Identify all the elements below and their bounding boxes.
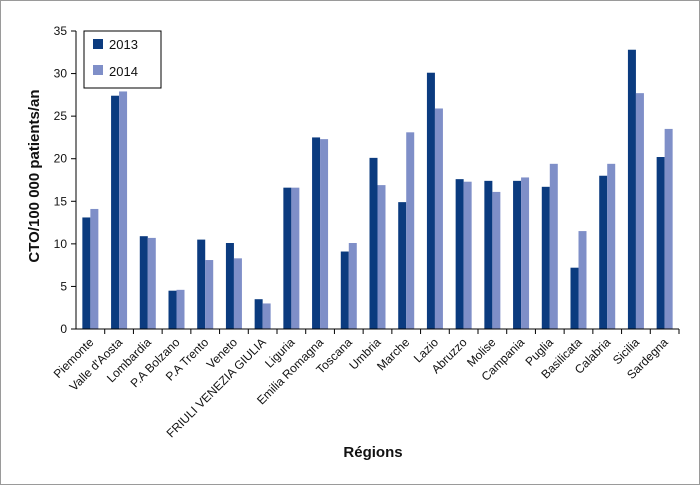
y-tick-label: 15 bbox=[54, 194, 68, 208]
bar-2014-9 bbox=[348, 243, 357, 329]
legend-label-2014: 2014 bbox=[109, 64, 138, 79]
bar-2013-7 bbox=[283, 187, 292, 329]
bar-2013-10 bbox=[369, 157, 378, 329]
bar-2013-0 bbox=[82, 217, 91, 329]
bar-2014-14 bbox=[492, 191, 501, 329]
y-tick-label: 35 bbox=[54, 24, 68, 38]
bar-2014-18 bbox=[607, 163, 616, 329]
y-tick-label: 5 bbox=[60, 279, 67, 293]
bars bbox=[82, 49, 673, 329]
y-tick-label: 0 bbox=[60, 322, 67, 336]
legend: 2013 2014 bbox=[83, 30, 162, 89]
legend-label-2013: 2013 bbox=[109, 37, 138, 52]
y-axis-title: CTO/100 000 patients/an bbox=[26, 89, 43, 262]
bar-2014-7 bbox=[291, 187, 300, 329]
x-axis-title: Régions bbox=[343, 444, 402, 461]
y-tick-label: 30 bbox=[54, 67, 68, 81]
y-tick-label: 10 bbox=[54, 237, 68, 251]
y-tick-label: 20 bbox=[54, 152, 68, 166]
bar-2014-16 bbox=[549, 163, 558, 329]
bar-2013-8 bbox=[312, 137, 321, 329]
bar-2013-5 bbox=[225, 243, 234, 329]
bar-2013-17 bbox=[570, 267, 579, 329]
y-tick-label: 25 bbox=[54, 109, 68, 123]
bar-2014-11 bbox=[406, 132, 415, 329]
bar-2013-3 bbox=[168, 290, 177, 329]
bar-2013-15 bbox=[513, 180, 522, 329]
bar-2014-13 bbox=[463, 181, 472, 329]
bar-2014-12 bbox=[434, 108, 443, 329]
bar-2013-18 bbox=[599, 175, 608, 329]
bar-2014-2 bbox=[147, 237, 156, 329]
bar-2014-0 bbox=[90, 208, 99, 329]
bar-2013-9 bbox=[340, 251, 349, 329]
bar-2013-14 bbox=[484, 180, 493, 329]
bar-2013-16 bbox=[541, 186, 550, 329]
bar-2013-6 bbox=[254, 299, 263, 329]
bar-2013-11 bbox=[398, 202, 407, 329]
bar-2014-3 bbox=[176, 289, 185, 329]
bar-2013-13 bbox=[455, 179, 464, 329]
x-tick-label: Marche bbox=[374, 335, 412, 373]
bar-2014-4 bbox=[205, 260, 214, 329]
bar-2014-10 bbox=[377, 185, 386, 329]
bar-2014-20 bbox=[664, 128, 673, 329]
legend-swatch-2014 bbox=[93, 65, 103, 75]
bar-2013-19 bbox=[627, 49, 636, 329]
bar-2014-17 bbox=[578, 231, 587, 329]
y-axis-ticks: 0 5 10 15 20 25 30 35 bbox=[54, 24, 76, 336]
bar-2014-6 bbox=[262, 303, 271, 329]
bar-2014-1 bbox=[119, 91, 128, 329]
bar-2013-20 bbox=[656, 157, 665, 329]
legend-swatch-2013 bbox=[93, 39, 103, 49]
bar-2013-4 bbox=[197, 239, 206, 329]
bar-2014-8 bbox=[320, 139, 329, 329]
bar-2014-19 bbox=[635, 93, 644, 329]
bar-2013-1 bbox=[111, 95, 120, 329]
bar-2013-12 bbox=[426, 72, 435, 329]
bar-2014-15 bbox=[521, 177, 530, 329]
bar-2013-2 bbox=[139, 236, 148, 329]
bar-2014-5 bbox=[233, 258, 242, 329]
